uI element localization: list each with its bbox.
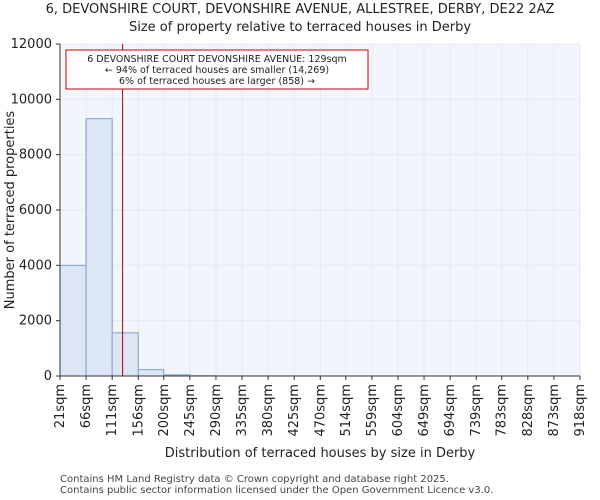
x-tick-label: 828sqm <box>521 384 536 437</box>
x-tick-label: 514sqm <box>339 384 354 437</box>
x-tick-label: 694sqm <box>443 384 458 437</box>
x-tick-label: 918sqm <box>573 384 588 437</box>
x-tick-label: 66sqm <box>79 384 94 428</box>
y-tick-label: 10000 <box>11 92 52 107</box>
y-tick-label: 12000 <box>11 37 52 52</box>
x-tick-label: 111sqm <box>105 384 120 437</box>
x-tick-label: 783sqm <box>495 384 510 437</box>
x-tick-label: 380sqm <box>261 384 276 437</box>
x-tick-label: 335sqm <box>235 384 250 437</box>
x-tick-label: 873sqm <box>547 384 562 437</box>
x-tick-label: 470sqm <box>313 384 328 437</box>
histogram-bar <box>85 118 113 377</box>
x-tick-label: 559sqm <box>365 384 380 437</box>
histogram-bar <box>59 264 87 377</box>
footer-copyright: Contains HM Land Registry data © Crown c… <box>60 474 449 485</box>
chart-subtitle: Size of property relative to terraced ho… <box>128 20 472 35</box>
x-tick-label: 739sqm <box>469 384 484 437</box>
x-tick-label: 21sqm <box>53 384 68 428</box>
y-tick-label: 6000 <box>19 203 52 218</box>
y-axis-title: Number of terraced properties <box>3 111 18 310</box>
y-tick-label: 4000 <box>19 258 52 273</box>
x-tick-label: 649sqm <box>417 384 432 437</box>
histogram-bar <box>137 369 165 377</box>
y-tick-label: 8000 <box>19 148 52 163</box>
footer-licence: Contains public sector information licen… <box>60 485 494 496</box>
x-tick-label: 156sqm <box>131 384 146 437</box>
x-tick-label: 290sqm <box>209 384 224 437</box>
histogram-chart: 0 2000 4000 6000 8000 10000 12000 21sqm 66sqm 111… <box>3 37 588 461</box>
annotation-box <box>65 49 369 90</box>
y-tick-label: 2000 <box>19 314 52 329</box>
x-axis-title: Distribution of terraced houses by size … <box>165 446 476 461</box>
chart-title: 6, DEVONSHIRE COURT, DEVONSHIRE AVENUE, … <box>45 2 555 17</box>
annotation-line: 6 DEVONSHIRE COURT DEVONSHIRE AVENUE: 12… <box>87 54 347 65</box>
x-tick-label: 245sqm <box>183 384 198 437</box>
annotation-line: 6% of terraced houses are larger (858) → <box>119 76 315 87</box>
histogram-bar <box>111 332 139 377</box>
x-tick-label: 425sqm <box>287 384 302 437</box>
y-tick-label: 0 <box>44 369 52 384</box>
x-tick-label: 604sqm <box>391 384 406 437</box>
x-tick-label: 200sqm <box>157 384 172 437</box>
annotation-line: ← 94% of terraced houses are smaller (14… <box>105 65 329 76</box>
